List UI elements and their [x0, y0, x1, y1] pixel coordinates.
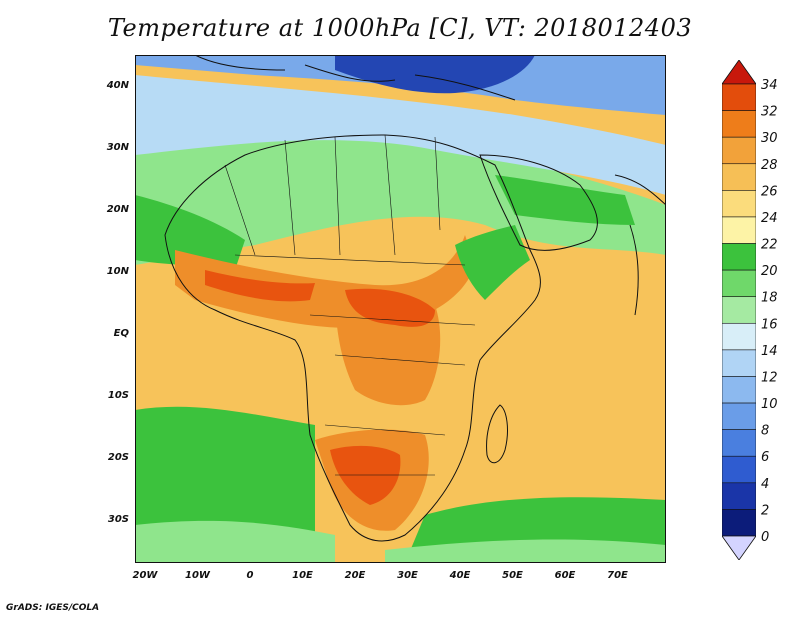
colorbar-band	[722, 83, 756, 111]
colorbar-band	[722, 296, 756, 324]
lat-label: 20S	[108, 452, 129, 463]
colorbar-band	[722, 509, 756, 537]
lat-label: 10S	[108, 390, 129, 401]
central-hot-core	[345, 288, 435, 327]
colorbar-label: 0	[761, 530, 769, 545]
southern-africa-hot	[330, 445, 401, 505]
colorbar-label: 30	[761, 131, 778, 146]
colorbar-label: 16	[761, 317, 778, 332]
colorbar-label: 6	[761, 450, 769, 465]
madagascar-outline	[486, 404, 508, 464]
colorbar-band	[722, 455, 756, 484]
colorbar-band	[722, 243, 756, 271]
colorbar-band	[722, 322, 756, 351]
lat-label: 10N	[107, 266, 130, 277]
colorbar-band	[722, 376, 756, 404]
colorbar-band	[722, 402, 756, 430]
colorbar-label: 26	[761, 184, 778, 199]
map-frame	[135, 55, 666, 563]
lon-label: 40E	[449, 570, 471, 581]
lon-label: 0	[247, 570, 254, 581]
sahel-hot	[205, 270, 315, 302]
colorbar-band	[722, 482, 756, 510]
colorbar-label: 12	[761, 370, 778, 385]
colorbar-band	[722, 429, 756, 457]
longitude-ticks: 20W 10W 0 10E 20E 30E 40E 50E 60E 70E	[133, 570, 629, 581]
africa-coastline	[164, 134, 541, 542]
lat-label: 40N	[106, 80, 130, 91]
west-africa-green	[135, 195, 245, 270]
credit-text: GrADS: IGES/COLA	[6, 603, 100, 613]
colorbar-label: 32	[761, 105, 778, 120]
lon-label: 60E	[555, 570, 576, 581]
colorbar-under-triangle	[722, 535, 756, 560]
colorbar-band	[722, 269, 756, 298]
latitude-ticks: 40N 30N 20N 10N EQ 10S 20S 30S	[106, 80, 130, 525]
lat-label: 30N	[107, 142, 130, 153]
map-title: Temperature at 1000hPa [C], VT: 20180124…	[107, 14, 693, 42]
colorbar-label: 20	[761, 264, 778, 279]
colorbar-over-triangle	[722, 60, 756, 85]
colorbar-band	[722, 190, 756, 218]
country-borders	[224, 134, 476, 476]
lon-label: 10W	[185, 570, 211, 581]
lon-label: 70E	[607, 570, 628, 581]
colorbar-label: 34	[761, 78, 778, 93]
lat-label: 20N	[107, 204, 130, 215]
colorbar-label: 10	[761, 397, 778, 412]
colorbar-band	[722, 163, 756, 191]
lon-label: 10E	[292, 570, 313, 581]
colorbar-label: 4	[761, 477, 769, 492]
east-africa-green	[455, 225, 530, 300]
colorbar-label: 14	[761, 344, 778, 359]
south-ocean-light	[135, 520, 335, 563]
colorbar-label: 2	[761, 503, 769, 518]
arabia-green	[495, 175, 635, 225]
arabia-outline	[479, 154, 598, 251]
mediterranean-deep-blue	[335, 55, 535, 94]
north-pale-blue	[135, 75, 666, 195]
colorbar-band	[722, 136, 756, 165]
lon-label: 20W	[133, 570, 159, 581]
colorbar-label: 8	[761, 424, 769, 439]
colorbar-label: 24	[761, 211, 778, 226]
lon-label: 20E	[345, 570, 366, 581]
lon-label: 50E	[502, 570, 523, 581]
south-east-pale	[385, 539, 666, 563]
temperature-map	[135, 55, 666, 563]
colorbar-band	[722, 216, 756, 244]
colorbar-band	[722, 349, 756, 377]
lat-label: EQ	[114, 328, 130, 339]
colorbar-band	[722, 110, 756, 138]
colorbar	[722, 60, 756, 560]
colorbar-label: 18	[761, 291, 778, 306]
india-outline	[614, 174, 666, 316]
europe-coast	[194, 55, 516, 101]
lat-label: 30S	[108, 514, 129, 525]
colorbar-label: 22	[761, 238, 778, 253]
lon-label: 30E	[397, 570, 418, 581]
colorbar-label: 28	[761, 158, 778, 173]
